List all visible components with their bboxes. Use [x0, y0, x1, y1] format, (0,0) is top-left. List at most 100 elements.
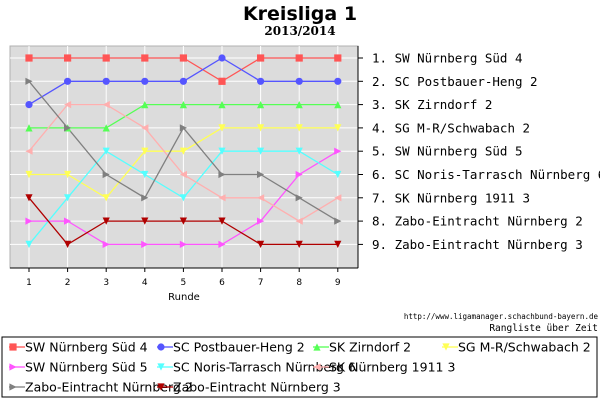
legend-marker: [9, 343, 17, 351]
rank-label: 5. SW Nürnberg Süd 5: [372, 144, 523, 159]
data-point: [141, 147, 149, 155]
rank-label: 9. Zabo-Eintracht Nürnberg 3: [372, 237, 583, 252]
data-point: [334, 170, 342, 179]
data-point: [257, 217, 265, 225]
data-point: [334, 124, 342, 132]
data-point: [141, 240, 149, 248]
data-point: [25, 194, 33, 202]
data-point: [179, 54, 187, 62]
data-point: [295, 170, 303, 179]
data-point: [25, 54, 33, 62]
legend-label: Zabo-Eintracht Nürnberg 2: [25, 380, 193, 395]
legend-marker: [157, 343, 165, 351]
data-point: [295, 147, 303, 155]
data-point: [257, 147, 265, 155]
rank-label: 1. SW Nürnberg Süd 4: [372, 51, 523, 66]
data-point: [141, 170, 149, 179]
data-point: [179, 124, 187, 132]
legend-label: SK Nürnberg 1911 3: [329, 360, 455, 375]
legend-marker: [157, 383, 165, 391]
data-point: [25, 170, 33, 179]
data-point: [102, 147, 110, 155]
data-point: [257, 240, 265, 248]
data-point: [102, 77, 110, 85]
data-point: [334, 101, 342, 109]
chart-title: Kreisliga 1: [243, 3, 357, 25]
data-point: [218, 240, 226, 248]
data-point: [218, 217, 226, 225]
chart-subtitle: 2013/2014: [264, 24, 335, 38]
data-point: [141, 194, 149, 202]
source-url: http://www.ligamanager.schachbund-bayern…: [404, 312, 599, 321]
data-point: [179, 147, 187, 155]
data-point: [64, 194, 72, 202]
data-point: [102, 101, 110, 109]
data-point: [218, 170, 226, 179]
legend-box: [1, 336, 598, 398]
x-tick-label: 1: [26, 278, 32, 288]
legend-label: SW Nürnberg Süd 4: [25, 340, 148, 355]
data-point: [64, 54, 72, 62]
data-point: [179, 240, 187, 248]
data-point: [295, 77, 303, 85]
data-point: [141, 217, 149, 225]
data-point: [295, 54, 303, 62]
data-point: [257, 77, 265, 85]
legend: SW Nürnberg Süd 4 SC Postbauer-Heng 2 SK Z…: [9, 340, 591, 395]
data-point: [25, 147, 33, 155]
data-point: [295, 240, 303, 248]
data-point: [179, 217, 187, 225]
data-point: [257, 170, 265, 179]
rank-label: 7. SK Nürnberg 1911 3: [372, 190, 530, 205]
data-point: [179, 77, 187, 85]
data-point: [334, 240, 342, 248]
chart-caption: Rangliste über Zeit: [489, 323, 598, 334]
legend-marker: [442, 343, 450, 351]
data-point: [25, 77, 33, 85]
x-tick-label: 5: [181, 278, 187, 288]
x-ticks: 1 2 3 4 5 6 7 8 9: [26, 268, 341, 288]
legend-marker: [9, 383, 17, 391]
data-point: [257, 54, 265, 62]
data-point: [257, 194, 265, 202]
x-tick-label: 9: [335, 278, 341, 288]
data-point: [102, 124, 110, 132]
x-tick-label: 7: [258, 278, 264, 288]
rank-label: 3. SK Zirndorf 2: [372, 97, 492, 112]
data-point: [64, 77, 72, 85]
x-tick-label: 6: [219, 278, 225, 288]
data-point: [295, 124, 303, 132]
data-point: [141, 124, 149, 132]
data-point: [141, 101, 149, 109]
data-point: [257, 101, 265, 109]
data-point: [179, 194, 187, 202]
data-point: [25, 101, 33, 109]
data-point: [102, 240, 110, 248]
legend-label: Zabo-Eintracht Nürnberg 3: [173, 380, 341, 395]
data-point: [218, 77, 226, 85]
data-point: [295, 217, 303, 225]
data-point: [334, 194, 342, 202]
data-point: [102, 194, 110, 202]
data-point: [334, 54, 342, 62]
legend-marker: [157, 363, 165, 371]
data-point: [25, 217, 33, 225]
x-tick-label: 2: [65, 278, 71, 288]
rank-label: 4. SG M-R/Schwabach 2: [372, 120, 530, 135]
data-point: [218, 194, 226, 202]
legend-label: SC Noris-Tarrasch Nürnberg 6: [173, 360, 356, 375]
data-point: [218, 54, 226, 62]
legend-label: SG M-R/Schwabach 2: [458, 340, 591, 355]
data-point: [64, 124, 72, 132]
legend-label: SK Zirndorf 2: [329, 340, 411, 355]
data-point: [218, 124, 226, 132]
data-point: [102, 54, 110, 62]
data-point: [64, 240, 72, 248]
data-point: [295, 194, 303, 202]
data-point: [334, 77, 342, 85]
data-point: [334, 147, 342, 155]
data-point: [257, 124, 265, 132]
x-axis-label: Runde: [168, 292, 200, 303]
data-point: [179, 170, 187, 179]
